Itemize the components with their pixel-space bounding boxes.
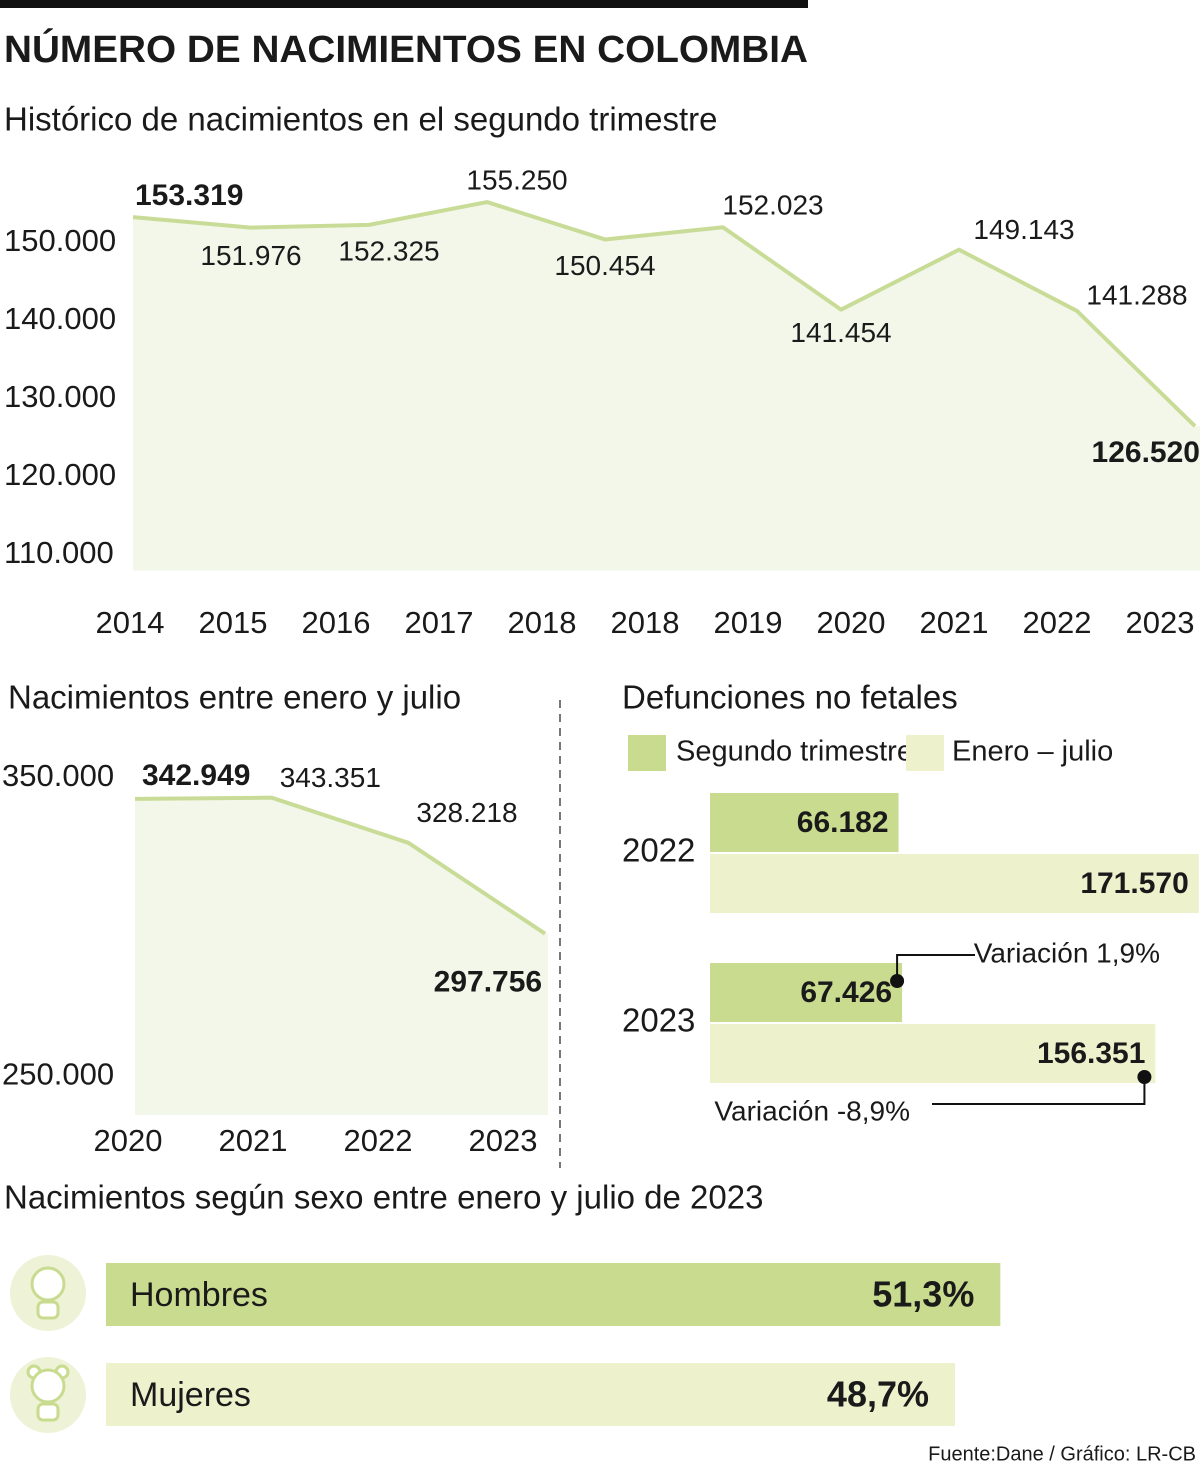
top-bar xyxy=(0,0,808,8)
legend-label: Segundo trimestre xyxy=(676,736,913,768)
data-label: 149.143 xyxy=(973,214,1074,245)
data-label: 48,7% xyxy=(827,1374,929,1415)
chart-title: Histórico de nacimientos en el segundo t… xyxy=(4,101,718,138)
category-label: Mujeres xyxy=(130,1376,251,1414)
y-tick-label: 130.000 xyxy=(4,379,116,414)
x-tick-label: 2015 xyxy=(199,605,268,640)
x-tick-label: 2020 xyxy=(94,1123,163,1158)
x-tick-label: 2023 xyxy=(1126,605,1195,640)
y-tick-label: 2023 xyxy=(622,1002,695,1039)
x-tick-label: 2017 xyxy=(405,605,474,640)
y-tick-label: 150.000 xyxy=(4,223,116,258)
bar xyxy=(710,793,899,852)
chart-title: Defunciones no fetales xyxy=(622,679,958,716)
x-tick-label: 2018 xyxy=(611,605,680,640)
chart-title: Nacimientos según sexo entre enero y jul… xyxy=(4,1179,763,1216)
x-tick-label: 2014 xyxy=(96,605,165,640)
data-label: 152.023 xyxy=(722,190,823,221)
legend-label: Enero – julio xyxy=(952,736,1113,768)
data-label: 155.250 xyxy=(466,164,567,195)
data-label: 328.218 xyxy=(416,797,517,828)
icon-girl xyxy=(10,1357,86,1433)
x-tick-label: 2022 xyxy=(1023,605,1092,640)
connector xyxy=(896,954,975,981)
line xyxy=(134,795,547,936)
bar xyxy=(710,1024,1156,1083)
area xyxy=(135,797,548,1115)
page-title: NÚMERO DE NACIMIENTOS EN COLOMBIA xyxy=(4,27,808,71)
x-tick-label: 2019 xyxy=(714,605,783,640)
data-label: 152.325 xyxy=(338,235,439,266)
y-tick-label: 110.000 xyxy=(4,535,114,570)
data-label: 297.756 xyxy=(434,966,542,999)
legend-swatch xyxy=(628,735,666,771)
data-label: 151.976 xyxy=(200,240,301,271)
data-label: 171.570 xyxy=(1080,867,1188,900)
x-tick-label: 2020 xyxy=(817,605,886,640)
data-label: 342.949 xyxy=(142,759,250,792)
bar xyxy=(710,854,1199,913)
y-tick-label: 120.000 xyxy=(4,457,116,492)
connector-dot xyxy=(1137,1070,1152,1084)
icon-boy xyxy=(10,1255,86,1331)
data-label: 126.520 xyxy=(1092,436,1200,469)
line xyxy=(132,200,1197,428)
x-tick-label: 2021 xyxy=(920,605,989,640)
data-label: 153.319 xyxy=(135,179,243,212)
annotation: Variación -8,9% xyxy=(714,1095,910,1126)
connector-dot xyxy=(890,974,905,988)
chart-title: Nacimientos entre enero y julio xyxy=(8,679,461,716)
x-tick-label: 2023 xyxy=(469,1123,538,1158)
annotation: Variación 1,9% xyxy=(974,937,1160,968)
bar xyxy=(710,963,903,1022)
source: Fuente:Dane / Gráfico: LR-CB xyxy=(928,1443,1196,1465)
bar xyxy=(106,1363,956,1426)
data-label: 51,3% xyxy=(872,1274,974,1315)
y-tick-label: 350.000 xyxy=(2,758,114,793)
y-tick-label: 250.000 xyxy=(2,1056,114,1091)
data-label: 67.426 xyxy=(800,976,892,1009)
x-tick-label: 2016 xyxy=(302,605,371,640)
data-label: 343.351 xyxy=(280,762,381,793)
y-tick-label: 140.000 xyxy=(4,301,116,336)
data-label: 66.182 xyxy=(797,806,889,839)
area xyxy=(133,202,1200,571)
data-label: 141.288 xyxy=(1086,279,1187,310)
bar xyxy=(106,1263,1001,1326)
x-tick-label: 2022 xyxy=(344,1123,413,1158)
x-tick-label: 2021 xyxy=(219,1123,288,1158)
data-label: 150.454 xyxy=(554,250,655,281)
category-label: Hombres xyxy=(130,1276,268,1314)
y-tick-label: 2022 xyxy=(622,832,695,869)
data-label: 156.351 xyxy=(1037,1037,1145,1070)
connector xyxy=(932,1077,1146,1105)
data-label: 141.454 xyxy=(790,317,891,348)
x-tick-label: 2018 xyxy=(508,605,577,640)
legend-swatch xyxy=(906,735,944,771)
